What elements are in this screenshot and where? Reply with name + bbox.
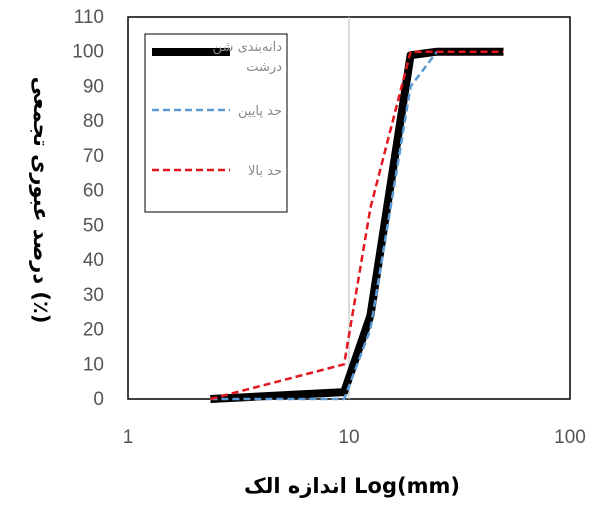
y-tick-label: 110 [74,7,104,28]
x-axis-label: اندازه الک Log(mm) [244,474,460,498]
x-tick-label: 100 [554,427,586,448]
y-axis-label: درصد عبوری تجمعی (٪) [29,77,53,324]
legend-label: حد بالا [248,164,282,179]
y-tick-label: 20 [83,320,104,341]
y-tick-label: 100 [72,42,104,63]
y-tick-label: 60 [83,181,104,202]
legend: دانه‌بندی شن درشت حد پایین حد بالا [144,33,288,213]
y-tick-label: 90 [83,76,104,97]
series-line [210,50,504,401]
y-tick-label: 80 [83,111,104,132]
x-tick-label: 10 [338,427,359,448]
y-tick-label: 30 [83,285,104,306]
legend-label: حد پایین [238,104,282,119]
legend-label: دانه‌بندی شن درشت [213,40,283,75]
y-tick-label: 50 [83,215,104,236]
legend-box [144,33,288,213]
series-line [210,50,438,401]
x-tick-label: 1 [123,427,134,448]
y-tick-label: 0 [93,389,104,410]
y-tick-label: 40 [83,250,104,271]
y-tick-label: 10 [83,354,104,375]
y-tick-label: 70 [83,146,104,167]
